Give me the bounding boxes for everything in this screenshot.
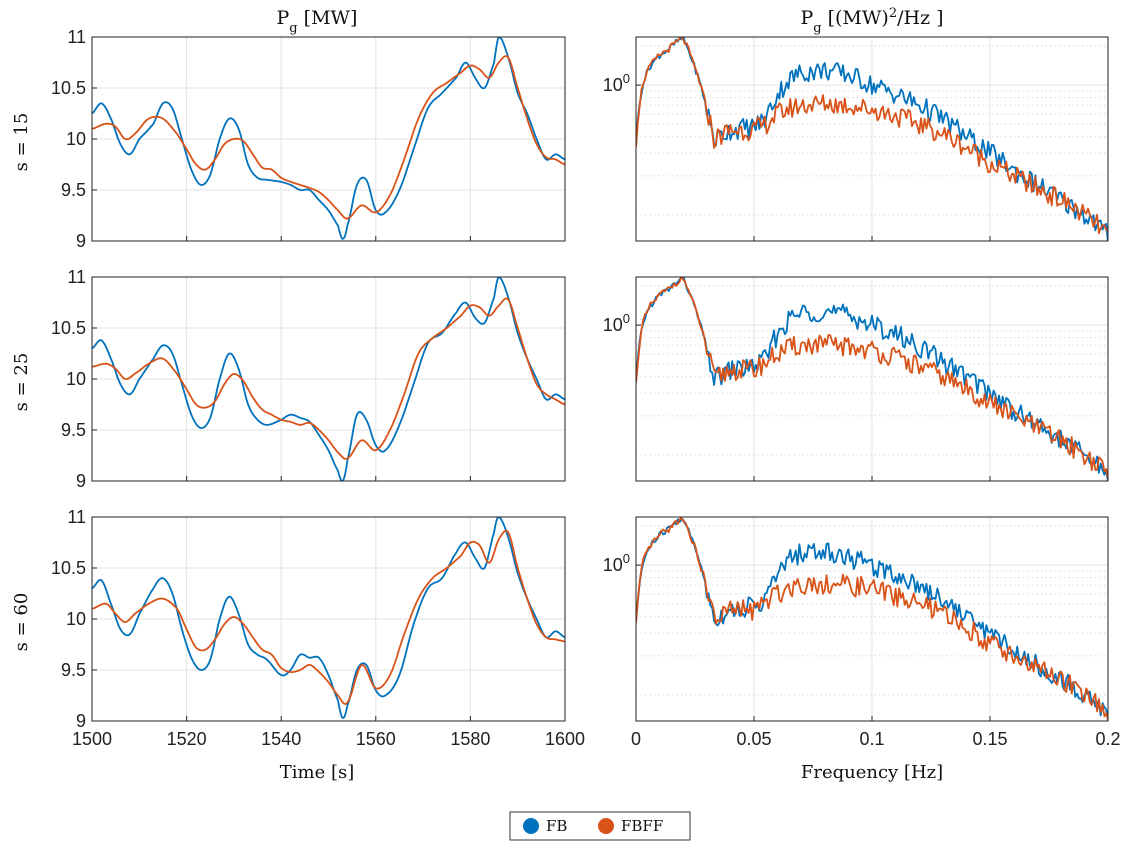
xlabel-time: Time [s] (280, 762, 355, 783)
x-tick-label: 1600 (545, 729, 585, 749)
panel-spectrum-row-2: 0 0.05 0.1 0.15 0.2 100 (603, 516, 1121, 749)
y-tick-label: 100 (603, 311, 630, 335)
y-tick-label: 10 (66, 609, 86, 629)
series-line-fbff (636, 277, 1108, 479)
x-tick-label: 0.15 (972, 729, 1007, 749)
x-tick-label: 0.2 (1095, 729, 1120, 749)
series-line-fb (92, 277, 565, 481)
legend-marker-fbff (598, 818, 614, 834)
y-tick-label: 9.5 (61, 180, 86, 200)
series-line-fb (92, 37, 565, 240)
x-tick-label: 0.1 (859, 729, 884, 749)
y-tick-label: 9 (76, 471, 86, 491)
y-tick-label: 11 (67, 507, 86, 527)
x-tick-label: 1560 (356, 729, 396, 749)
title-spectrum-panel: Pg [(MW)2/Hz ] (800, 6, 943, 36)
series-line-fb (636, 277, 1108, 481)
y-tick-label: 100 (603, 551, 630, 575)
y-tick-label: 9.5 (61, 420, 86, 440)
panel-spectrum-row-0: 100 (603, 36, 1109, 242)
y-tick-label: 11 (67, 27, 86, 47)
row-label-s60: s = 60 (11, 593, 32, 652)
legend-label-fbff: FBFF (621, 817, 663, 835)
series-line-fbff (92, 55, 565, 220)
row-label-s25: s = 25 (11, 353, 32, 412)
panel-time-row-1: 9 9.5 10 10.5 11 (51, 267, 566, 491)
x-tick-label: 0.05 (736, 729, 771, 749)
y-tick-label: 10.5 (51, 318, 86, 338)
panel-spectrum-row-1: 100 (603, 276, 1109, 482)
y-tick-label: 10.5 (51, 558, 86, 578)
row-label-s15: s = 15 (11, 113, 32, 172)
x-tick-label: 1520 (167, 729, 207, 749)
legend: FB FBFF (509, 811, 691, 841)
x-tick-label: 1500 (72, 729, 112, 749)
legend-label-fb: FB (546, 817, 567, 835)
y-tick-label: 9 (76, 231, 86, 251)
x-tick-label: 1540 (261, 729, 301, 749)
panel-time-row-0: 9 9.5 10 10.5 11 (51, 27, 566, 251)
axes-frame (91, 276, 566, 482)
x-tick-label: 1580 (450, 729, 490, 749)
legend-marker-fb (523, 818, 539, 834)
y-tick-label: 10 (66, 129, 86, 149)
panel-time-row-2: 1500 1520 1540 1560 1580 1600 9 9.5 10 10.5 11 (51, 507, 585, 749)
axes-frame (635, 516, 1109, 722)
y-tick-label: 9 (76, 711, 86, 731)
series-line-fb (92, 517, 565, 719)
y-tick-label: 11 (67, 267, 86, 287)
series-line-fbff (92, 529, 565, 705)
series-line-fbff (636, 37, 1108, 235)
series-line-fbff (636, 517, 1108, 720)
y-tick-label: 10 (66, 369, 86, 389)
axes-frame (91, 36, 566, 242)
y-tick-label: 100 (603, 71, 630, 95)
title-time-panel: Pg [MW] (277, 7, 358, 36)
axes-frame (635, 276, 1109, 482)
y-tick-label: 10.5 (51, 78, 86, 98)
x-tick-label: 0 (631, 729, 641, 749)
axes-frame (91, 516, 566, 722)
series-line-fbff (92, 297, 565, 460)
xlabel-frequency: Frequency [Hz] (801, 762, 943, 783)
y-tick-label: 9.5 (61, 660, 86, 680)
axes-frame (635, 36, 1109, 242)
